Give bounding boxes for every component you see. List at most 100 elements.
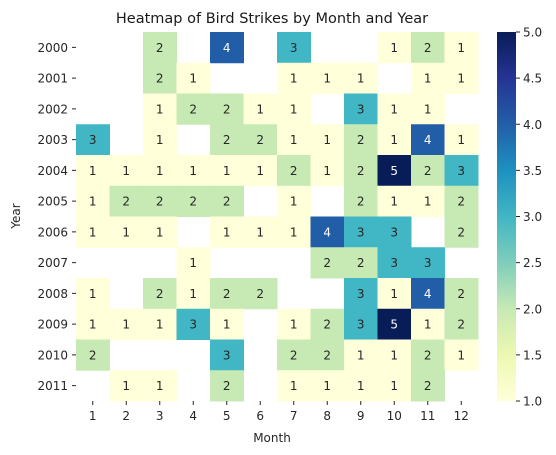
- x-axis: 1 2 3 4 5 6 7 8 9 10 11 12: [89, 401, 469, 423]
- cell-value-label: 2: [457, 225, 465, 239]
- heatmap-cell: [277, 339, 311, 371]
- colorbar-tick-label: 3.5: [523, 164, 542, 178]
- cell-value-label: 2: [189, 102, 197, 116]
- heatmap-cell: [377, 370, 412, 402]
- heatmap-cell: [411, 370, 445, 402]
- cell-value-label: 1: [223, 318, 231, 332]
- heatmap-cell: [210, 308, 244, 340]
- heatmap-cell: [210, 155, 244, 187]
- heatmap-cell: [76, 278, 110, 310]
- heatmap-cell: [176, 308, 211, 340]
- cell-value-label: 3: [290, 41, 298, 55]
- heatmap-cell: [243, 124, 278, 156]
- cell-value-label: 1: [424, 318, 432, 332]
- heatmap-cell: [377, 278, 412, 310]
- heatmap-cell: [344, 247, 378, 279]
- heatmap-cell: [210, 124, 244, 156]
- heatmap-cell: [143, 370, 177, 402]
- heatmap-cell: [143, 93, 177, 125]
- heatmap-cell: [411, 155, 445, 187]
- cell-value-label: 2: [424, 164, 432, 178]
- heatmap-cell: [176, 185, 211, 217]
- heatmap-cell: [210, 278, 244, 310]
- cell-value-label: 2: [323, 348, 331, 362]
- cell-value-label: 1: [122, 164, 130, 178]
- heatmap-cell: [277, 32, 311, 64]
- cell-value-label: 1: [357, 348, 365, 362]
- y-tick-label: 2009: [37, 318, 68, 332]
- heatmap-cell: [344, 155, 378, 187]
- cell-value-label: 1: [189, 164, 197, 178]
- cell-value-label: 1: [189, 72, 197, 86]
- cell-value-label: 3: [357, 318, 365, 332]
- cell-value-label: 1: [89, 195, 97, 209]
- heatmap-cell: [143, 124, 177, 156]
- heatmap-cell: [444, 308, 479, 340]
- heatmap-cell: [310, 247, 345, 279]
- x-tick-label: 12: [454, 409, 469, 423]
- y-tick-label: 2010: [37, 348, 68, 362]
- cell-value-label: 1: [323, 72, 331, 86]
- cell-value-label: 1: [390, 195, 398, 209]
- colorbar-tick-label: 4.5: [523, 72, 542, 86]
- y-tick-label: 2004: [37, 164, 68, 178]
- cell-value-label: 1: [424, 72, 432, 86]
- cell-value-label: 3: [390, 225, 398, 239]
- cell-value-label: 3: [189, 318, 197, 332]
- colorbar-tick-label: 2.0: [523, 302, 542, 316]
- cell-value-label: 2: [457, 195, 465, 209]
- cell-value-label: 2: [189, 195, 197, 209]
- cell-value-label: 1: [256, 225, 264, 239]
- heatmap-cell: [377, 339, 412, 371]
- cell-value-label: 1: [223, 225, 231, 239]
- x-tick-label: 5: [223, 409, 231, 423]
- cell-value-label: 2: [256, 133, 264, 147]
- heatmap-cell: [210, 93, 244, 125]
- cell-value-label: 2: [457, 287, 465, 301]
- y-tick-label: 2000: [37, 41, 68, 55]
- heatmap-cell: [277, 308, 311, 340]
- heatmap-cell: [344, 339, 378, 371]
- cell-value-label: 1: [89, 318, 97, 332]
- heatmap-cell: [444, 185, 479, 217]
- cell-value-label: 1: [256, 164, 264, 178]
- cell-value-label: 2: [357, 195, 365, 209]
- cell-value-label: 4: [323, 225, 331, 239]
- colorbar-tick-label: 1.0: [523, 395, 542, 409]
- cell-value-label: 2: [156, 41, 164, 55]
- cell-value-label: 2: [424, 379, 432, 393]
- x-tick-label: 4: [189, 409, 197, 423]
- heatmap-cell: [377, 308, 412, 340]
- colorbar: 1.0 1.5 2.0 2.5 3.0 3.5 4.0 4.5 5.0: [497, 26, 542, 409]
- cell-value-label: 4: [223, 41, 231, 55]
- heatmap-cell: [277, 155, 311, 187]
- cell-value-label: 1: [290, 72, 298, 86]
- x-tick-label: 11: [420, 409, 435, 423]
- cell-value-label: 1: [424, 195, 432, 209]
- cell-value-label: 2: [156, 72, 164, 86]
- heatmap-cell: [109, 155, 144, 187]
- cell-value-label: 1: [256, 102, 264, 116]
- heatmap-cell: [310, 370, 345, 402]
- cell-value-label: 3: [457, 164, 465, 178]
- heatmap-cell: [210, 185, 244, 217]
- y-tick-label: 2011: [37, 379, 68, 393]
- heatmap-cell: [444, 62, 479, 94]
- heatmap-cell: [310, 62, 345, 94]
- cell-value-label: 1: [390, 379, 398, 393]
- heatmap-cell: [76, 308, 110, 340]
- cell-value-label: 4: [424, 287, 432, 301]
- heatmap-cell: [143, 278, 177, 310]
- heatmap-cell: [344, 216, 378, 248]
- cell-value-label: 2: [424, 41, 432, 55]
- heatmap-cell: [277, 370, 311, 402]
- x-tick-label: 6: [256, 409, 264, 423]
- cell-value-label: 1: [122, 318, 130, 332]
- heatmap-cell: [176, 93, 211, 125]
- cell-value-label: 3: [89, 133, 97, 147]
- heatmap-cell: [411, 278, 445, 310]
- cell-value-label: 1: [390, 287, 398, 301]
- cell-value-label: 1: [156, 225, 164, 239]
- cell-value-label: 4: [424, 133, 432, 147]
